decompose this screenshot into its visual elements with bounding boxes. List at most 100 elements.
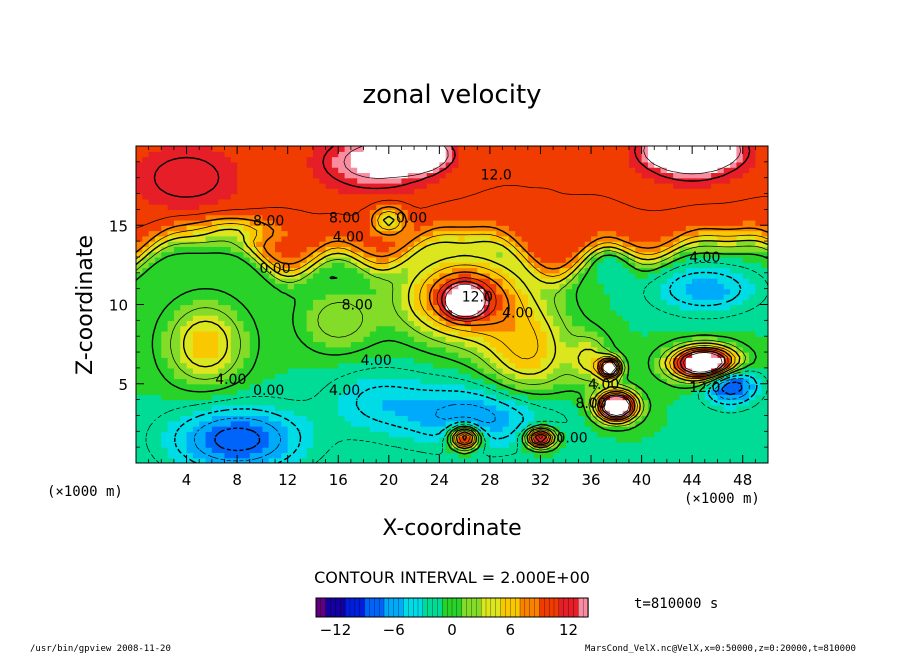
heatmap-cell (344, 235, 352, 242)
heatmap-cell (306, 325, 314, 332)
heatmap-cell (578, 426, 586, 432)
heatmap-cell (534, 452, 542, 459)
heatmap-cell (205, 278, 213, 284)
heatmap-cell (180, 304, 188, 311)
heatmap-cell (458, 336, 466, 343)
heatmap-cell (281, 420, 289, 427)
heatmap-cell (357, 278, 365, 284)
heatmap-cell (312, 320, 320, 327)
heatmap-cell (136, 426, 143, 432)
heatmap-cell (344, 420, 352, 427)
heatmap-cell (685, 209, 693, 216)
heatmap-cell (578, 357, 586, 364)
heatmap-cell (692, 246, 700, 253)
heatmap-cell (237, 357, 245, 364)
heatmap-cell (376, 389, 384, 395)
heatmap-cell (401, 367, 409, 374)
heatmap-cell (357, 399, 365, 406)
heatmap-cell (521, 378, 529, 385)
heatmap-cell (382, 283, 390, 290)
heatmap-cell (515, 219, 523, 226)
heatmap-cell (464, 320, 472, 327)
heatmap-cell (635, 256, 643, 263)
heatmap-cell (262, 241, 270, 247)
heatmap-cell (268, 447, 276, 454)
heatmap-cell (211, 288, 219, 295)
heatmap-cell (218, 198, 226, 205)
heatmap-cell (749, 288, 756, 295)
heatmap-cell (749, 209, 756, 216)
heatmap-cell (294, 373, 301, 380)
heatmap-cell (407, 383, 415, 390)
heatmap-cell (527, 256, 535, 263)
heatmap-cell (148, 373, 156, 380)
heatmap-cell (344, 198, 352, 205)
heatmap-cell (723, 431, 731, 438)
heatmap-cell (376, 225, 384, 232)
heatmap-cell (546, 299, 554, 306)
heatmap-cell (730, 325, 737, 332)
heatmap-cell (730, 389, 737, 395)
heatmap-cell (464, 209, 472, 216)
heatmap-cell (711, 241, 719, 247)
heatmap-cell (578, 251, 586, 258)
heatmap-cell (730, 235, 737, 242)
heatmap-cell (439, 336, 447, 343)
heatmap-cell (628, 304, 636, 311)
heatmap-cell (692, 457, 700, 463)
heatmap-cell (376, 230, 384, 237)
heatmap-cell (154, 293, 162, 300)
heatmap-cell (660, 304, 668, 311)
heatmap-cell (211, 431, 219, 438)
heatmap-cell (199, 262, 207, 269)
heatmap-cell (312, 441, 320, 448)
heatmap-cell (237, 373, 245, 380)
heatmap-cell (401, 441, 409, 448)
heatmap-cell (300, 436, 308, 443)
heatmap-cell (527, 352, 535, 358)
heatmap-cell (502, 241, 510, 247)
heatmap-cell (534, 357, 542, 364)
heatmap-cell (230, 251, 238, 258)
heatmap-cell (211, 426, 219, 432)
heatmap-cell (218, 320, 226, 327)
heatmap-cell (698, 272, 706, 279)
heatmap-cell (312, 436, 320, 443)
heatmap-cell (496, 341, 504, 348)
heatmap-cell (338, 394, 346, 401)
heatmap-cell (704, 315, 712, 321)
heatmap-cell (622, 420, 630, 427)
heatmap-cell (199, 219, 207, 226)
heatmap-cell (312, 415, 320, 422)
heatmap-cell (572, 420, 579, 427)
heatmap-cell (312, 204, 320, 210)
heatmap-cell (154, 452, 162, 459)
heatmap-cell (357, 420, 365, 427)
heatmap-cell (698, 214, 706, 221)
heatmap-cell (439, 299, 447, 306)
heatmap-cell (294, 330, 301, 337)
heatmap-cell (224, 309, 232, 316)
heatmap-cell (331, 204, 339, 210)
heatmap-cell (249, 241, 257, 247)
heatmap-cell (635, 378, 643, 385)
heatmap-cell (521, 426, 529, 432)
heatmap-cell (243, 367, 251, 374)
heatmap-cell (148, 457, 156, 463)
heatmap-cell (452, 436, 459, 443)
heatmap-cell (312, 346, 320, 353)
heatmap-cell (306, 362, 314, 369)
heatmap-cell (477, 235, 485, 242)
heatmap-cell (382, 373, 390, 380)
heatmap-cell (666, 330, 674, 337)
heatmap-cell (559, 410, 567, 417)
heatmap-cell (142, 441, 150, 448)
heatmap-cell (761, 246, 768, 253)
heatmap-cell (148, 267, 156, 274)
heatmap-cell (591, 325, 598, 332)
heatmap-cell (610, 431, 617, 438)
heatmap-cell (692, 352, 700, 358)
heatmap-cell (312, 404, 320, 411)
heatmap-cell (578, 389, 586, 395)
